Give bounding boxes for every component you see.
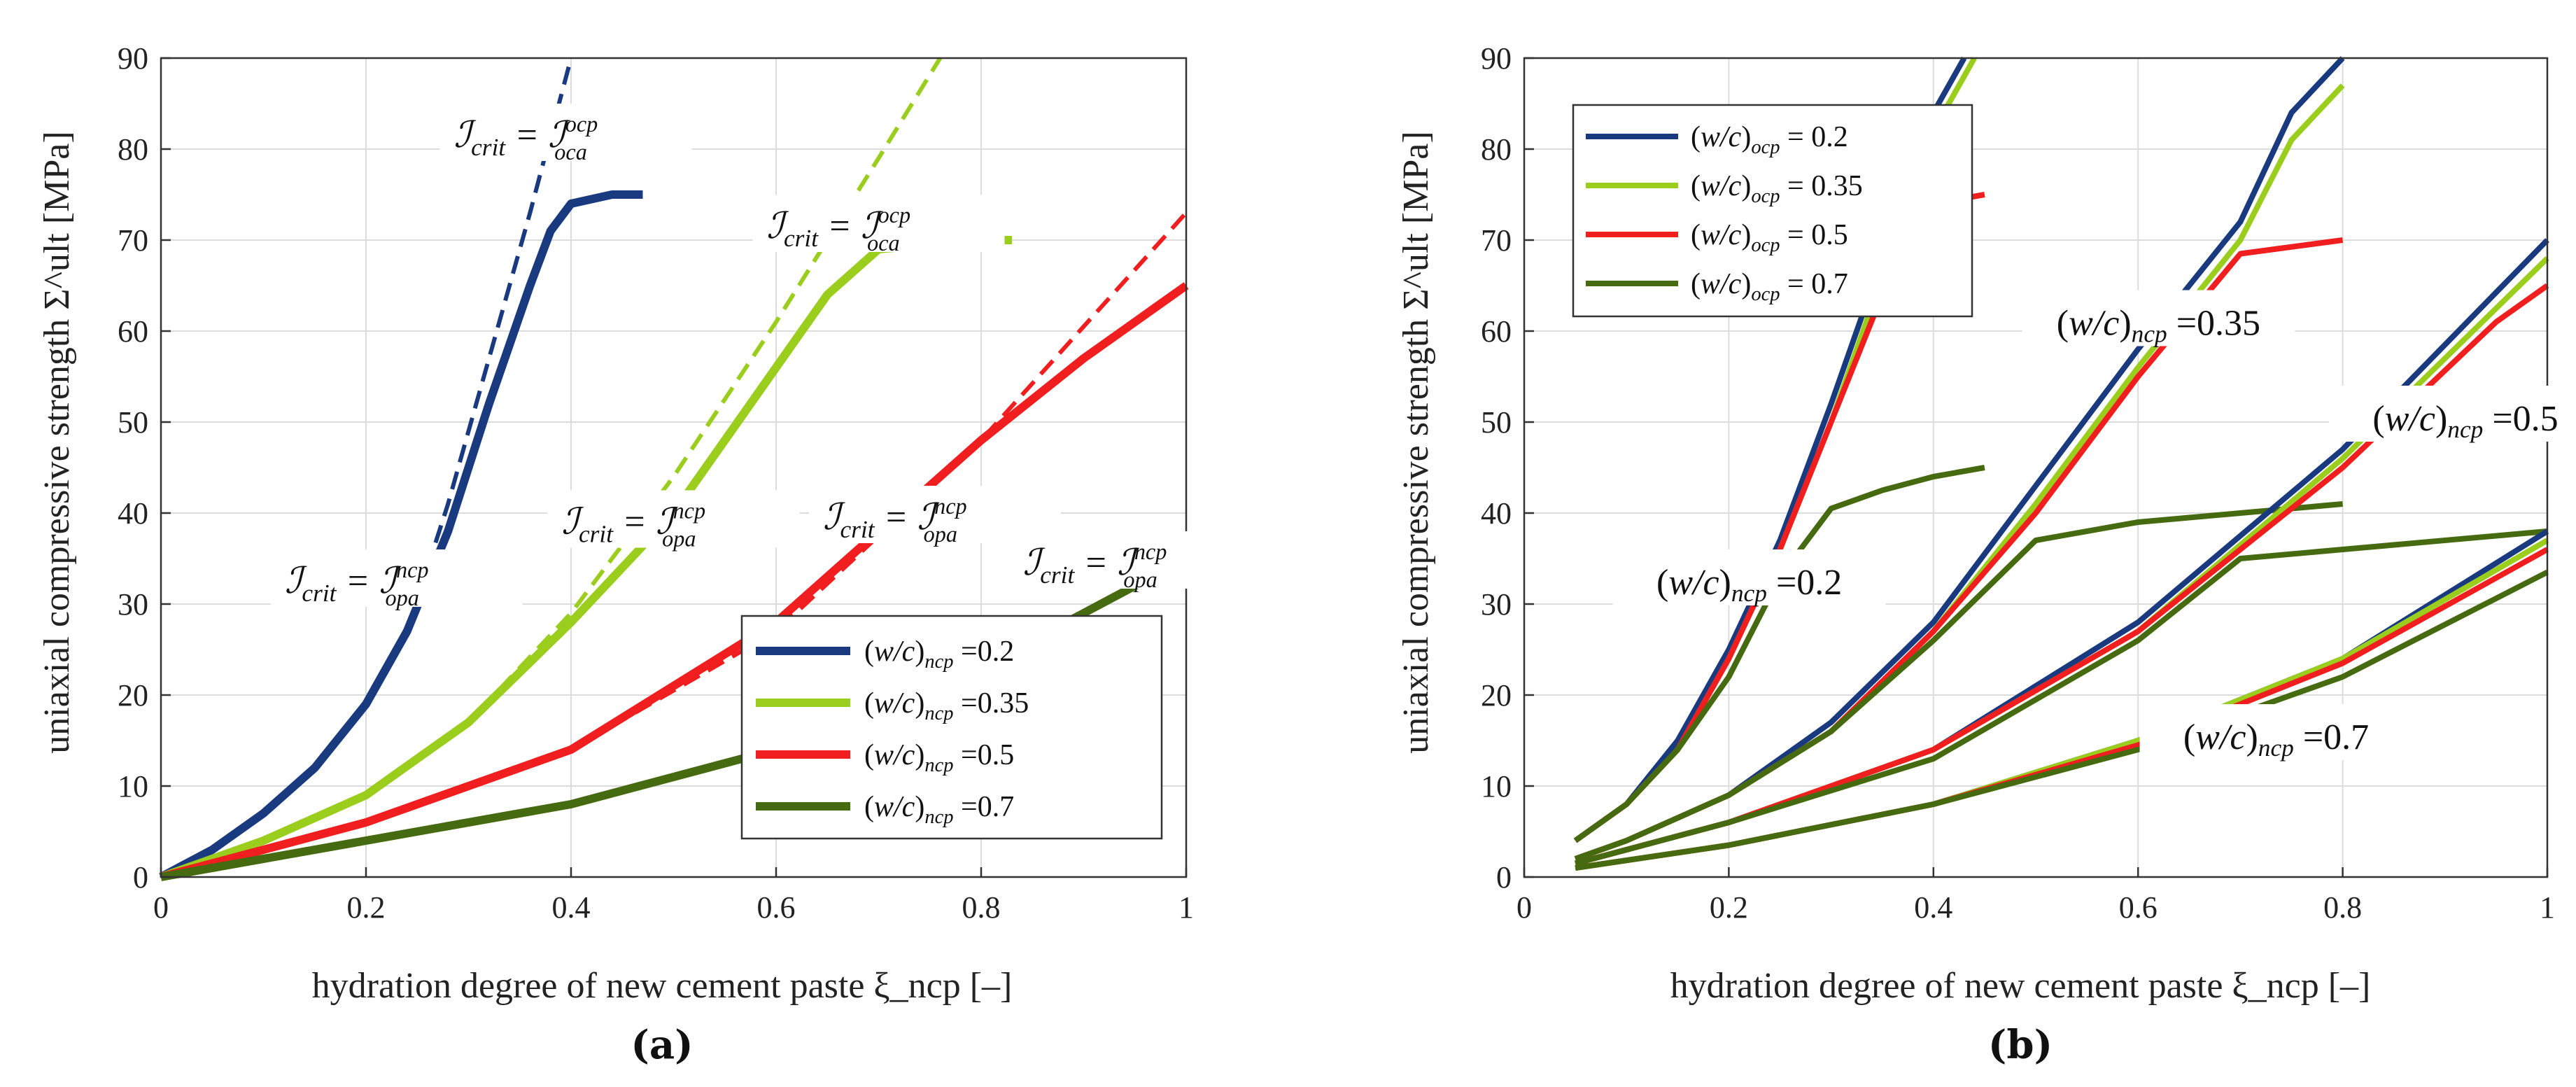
criterion-annotation: ℐcrit = ℐncp opa [1008,531,1261,592]
panel-a-ytick-label: 50 [118,405,148,440]
panel-b-ytick-label: 30 [1481,587,1512,622]
group-label-text: (w/c)ncp =0.35 [2057,304,2260,348]
panel-a-ytick-label: 80 [118,132,148,167]
panel-a-ytick-label: 90 [118,41,148,76]
group-label: (w/c)ncp =0.2 [1612,549,1886,607]
panel-b-ytick-label: 40 [1481,496,1512,531]
panel-b-xtick-label: 0.4 [1914,890,1952,925]
panel-b-ytick-label: 0 [1496,860,1512,895]
group-label-text: (w/c)ncp =0.7 [2183,717,2369,762]
panel-a-legend: (w/c)ncp =0.2 (w/c)ncp =0.35 (w/c)ncp =0.5… [740,615,1163,840]
panel-b-xtick-label: 0.8 [2323,890,2362,925]
panel-b: 0 0.2 0.4 0.6 0.8 1 0 10 20 30 40 50 60 70 80 90 (w/c)… [1396,41,2576,1068]
panel-a-ylabel: uniaxial compressive strength Σ^ult [MPa… [37,131,77,753]
panel-b-ytick-label: 90 [1481,41,1512,76]
panel-a-annotations: ℐcrit = ℐocp oca ℐcrit = ℐocp oca ℐcrit = ℐn… [270,104,1261,610]
group-label-background [2139,704,2413,760]
panel-b-yticks: 0 10 20 30 40 50 60 70 80 90 [1481,41,1534,895]
panel-b-annotations: (w/c)ncp =0.2 (w/c)ncp =0.35 (w/c)ncp =0.5… [1612,290,2576,762]
legend-label: (w/c)ncp =0.7 [864,791,1014,828]
panel-b-xlabel: hydration degree of new cement paste ξ_n… [1670,966,2371,1006]
group-label: (w/c)ncp =0.5 [2329,386,2576,443]
panel-a-xlabel: hydration degree of new cement paste ξ_n… [312,966,1013,1006]
panel-b-ytick-label: 50 [1481,405,1512,440]
annotation-background [809,486,1062,543]
panel-b-xticks: 0 0.2 0.4 0.6 0.8 1 [1516,867,2555,925]
annotation-text: ℐcrit = ℐocp oca [767,202,911,255]
panel-a-ytick-label: 70 [118,223,148,258]
criterion-annotation: ℐcrit = ℐocp oca [752,195,1005,255]
panel-b-ytick-label: 70 [1481,223,1512,258]
panel-a-ytick-label: 60 [118,314,148,349]
group-label-text: (w/c)ncp =0.2 [1656,563,1842,607]
panel-a-xtick-label: 0.6 [757,890,796,925]
panel-b-ytick-label: 80 [1481,132,1512,167]
legend-label: (w/c)ncp =0.35 [864,687,1029,724]
annotation-background [439,104,692,161]
panel-b-ytick-label: 60 [1481,314,1512,349]
panel-b-xtick-label: 0.6 [2119,890,2158,925]
panel-b-xtick-label: 0 [1516,890,1532,925]
panel-a-xticks: 0 0.2 0.4 0.6 0.8 1 [153,867,1194,925]
panel-a-ytick-label: 10 [118,769,148,804]
legend-label: (w/c)ncp =0.2 [864,636,1014,673]
annotation-text: ℐcrit = ℐncp opa [285,557,429,610]
annotation-text: ℐcrit = ℐncp opa [823,493,967,547]
series-line [1574,501,2343,862]
panel-a-ytick-label: 20 [118,678,148,713]
panel-a-frame [160,57,1188,878]
panel-a-ytick-label: 40 [118,496,148,531]
legend-label: (w/c)ocp = 0.35 [1691,170,1863,207]
criterion-annotation: ℐcrit = ℐocp oca [439,104,692,164]
criterion-annotation: ℐcrit = ℐncp opa [270,549,523,610]
annotation-background [752,195,1005,252]
panel-a-xtick-label: 0.2 [347,890,386,925]
group-label-background [1612,549,1886,605]
panel-a-xtick-label: 1 [1178,890,1194,925]
group-label: (w/c)ncp =0.7 [2139,704,2413,762]
panel-a-xtick-label: 0.4 [552,890,591,925]
panel-a-yticks: 0 10 20 30 40 50 60 70 80 90 [118,41,171,895]
panel-b-frame [1523,57,2549,878]
series-line [1575,569,2549,871]
panel-a-ytick-label: 30 [118,587,148,622]
panel-b-ytick-label: 20 [1481,678,1512,713]
panel-b-ytick-label: 10 [1481,769,1512,804]
criterion-annotation: ℐcrit = ℐncp opa [547,490,800,552]
panel-b-xtick-label: 1 [2540,890,2555,925]
annotation-text: ℐcrit = ℐocp oca [454,111,598,164]
panel-a-ytick-label: 0 [133,860,148,895]
panel-a: 0 0.2 0.4 0.6 0.8 1 0 10 20 30 40 50 60 70 80 90 ℐcrit… [37,41,1261,1068]
legend-label: (w/c)ocp = 0.5 [1691,219,1848,256]
legend-label: (w/c)ncp =0.5 [864,739,1014,776]
group-label-background [2022,290,2295,346]
annotation-background [547,490,800,548]
panel-a-label: (a) [631,1022,693,1068]
legend-label: (w/c)ocp = 0.2 [1691,121,1848,158]
series-line [1575,528,2548,867]
panel-a-xtick-label: 0 [153,890,169,925]
group-label-text: (w/c)ncp =0.5 [2372,399,2558,443]
series-line [159,190,643,881]
panel-b-ylabel: uniaxial compressive strength Σ^ult [MPa… [1396,131,1436,753]
criterion-annotation: ℐcrit = ℐncp opa [809,486,1062,547]
legend-label: (w/c)ocp = 0.7 [1691,268,1848,305]
panel-a-xtick-label: 0.8 [962,890,1001,925]
panel-b-xtick-label: 0.2 [1710,890,1748,925]
annotation-background [1008,531,1261,589]
panel-b-legend: (w/c)ocp = 0.2 (w/c)ocp = 0.35 (w/c)ocp = … [1572,104,1973,318]
group-label: (w/c)ncp =0.35 [2022,290,2295,348]
panel-b-label: (b) [1988,1022,2053,1068]
annotation-background [270,549,523,607]
group-label-background [2329,386,2576,442]
